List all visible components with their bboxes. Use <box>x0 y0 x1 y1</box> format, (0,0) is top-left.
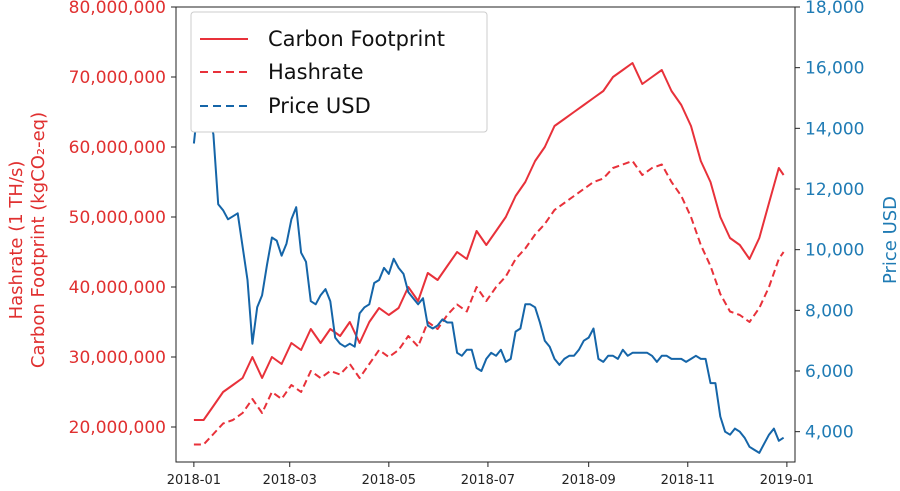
series-line-price <box>192 36 785 454</box>
x-axis: 2018-01 2018-03 2018-05 2018-07 2018-09 2018-… <box>167 462 814 488</box>
right-tick-label: 4,000 <box>805 423 854 443</box>
legend-label-carbon-footprint: Carbon Footprint <box>268 27 445 51</box>
left-tick-label: 60,000,000 <box>69 138 166 158</box>
right-axis-label: Price USD <box>880 196 900 284</box>
left-tick-label: 40,000,000 <box>69 278 166 298</box>
right-tick-label: 6,000 <box>805 362 854 382</box>
x-tick-label: 2018-01 <box>167 473 221 488</box>
x-tick-label: 2018-09 <box>562 473 616 488</box>
left-tick-label: 50,000,000 <box>69 208 166 228</box>
left-tick-label: 70,000,000 <box>69 68 166 88</box>
x-tick-label: 2018-07 <box>461 473 515 488</box>
plot-area-frame <box>175 6 796 463</box>
right-tick-label: 8,000 <box>805 301 854 321</box>
right-tick-label: 16,000 <box>805 59 864 79</box>
right-axis: 4,000 6,000 8,000 10,000 12,000 14,000 16,000 1… <box>795 0 864 443</box>
legend: Carbon Footprint Hashrate Price USD <box>190 11 488 133</box>
x-tick-label: 2018-05 <box>362 473 416 488</box>
x-tick-label: 2018-11 <box>661 473 715 488</box>
left-tick-label: 20,000,000 <box>69 418 166 438</box>
series-line-carbon <box>193 62 785 421</box>
left-axis-label: Hashrate (1 TH/s) Carbon Footprint (kgCO… <box>6 112 49 368</box>
left-tick-label: 30,000,000 <box>69 348 166 368</box>
left-axis: 20,000,000 30,000,000 40,000,000 50,000,000… <box>69 0 176 438</box>
series-line-hashrate <box>193 160 785 446</box>
right-tick-label: 18,000 <box>805 0 864 18</box>
series-layer <box>192 36 785 454</box>
legend-box <box>190 11 488 133</box>
left-axis-label-line2: Carbon Footprint (kgCO₂-eq) <box>28 112 49 368</box>
right-tick-label: 12,000 <box>805 180 864 200</box>
right-tick-label: 10,000 <box>805 241 864 261</box>
legend-label-price-usd: Price USD <box>268 94 371 118</box>
x-tick-label: 2018-03 <box>263 473 317 488</box>
left-axis-label-line1: Hashrate (1 TH/s) <box>6 161 27 320</box>
left-tick-label: 80,000,000 <box>69 0 166 18</box>
legend-label-hashrate: Hashrate <box>268 60 364 84</box>
x-tick-label: 2019-01 <box>760 473 814 488</box>
right-tick-label: 14,000 <box>805 119 864 139</box>
